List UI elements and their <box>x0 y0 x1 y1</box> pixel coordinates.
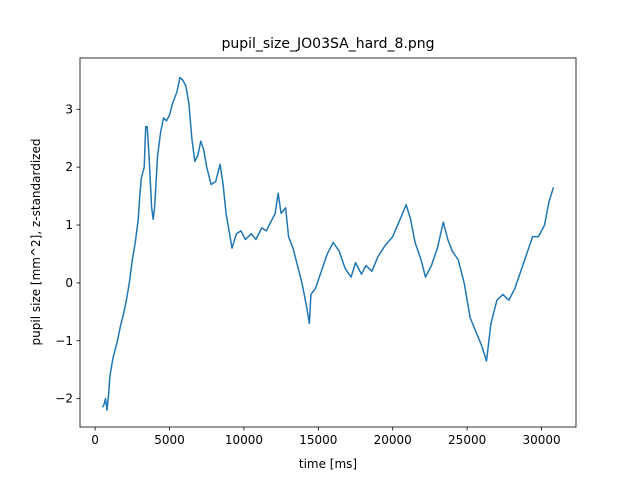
y-tick-label: 0 <box>65 276 73 290</box>
x-axis-label: time [ms] <box>299 457 357 471</box>
x-tick-label: 25000 <box>448 433 486 447</box>
x-tick-label: 20000 <box>374 433 412 447</box>
y-tick-label: −2 <box>55 392 73 406</box>
x-tick-label: 0 <box>91 433 99 447</box>
y-tick-label: 2 <box>65 160 73 174</box>
y-tick-label: −1 <box>55 334 73 348</box>
y-tick-label: 3 <box>65 102 73 116</box>
x-tick-label: 15000 <box>299 433 337 447</box>
y-axis-label: pupil size [mm^2], z-standardized <box>29 139 43 346</box>
plot-frame <box>79 57 577 428</box>
x-tick-label: 30000 <box>522 433 560 447</box>
x-tick-label: 10000 <box>225 433 263 447</box>
y-tick-label: 1 <box>65 218 73 232</box>
x-tick-label: 5000 <box>154 433 185 447</box>
data-line <box>101 76 555 411</box>
chart-title: pupil_size_JO03SA_hard_8.png <box>221 36 434 52</box>
